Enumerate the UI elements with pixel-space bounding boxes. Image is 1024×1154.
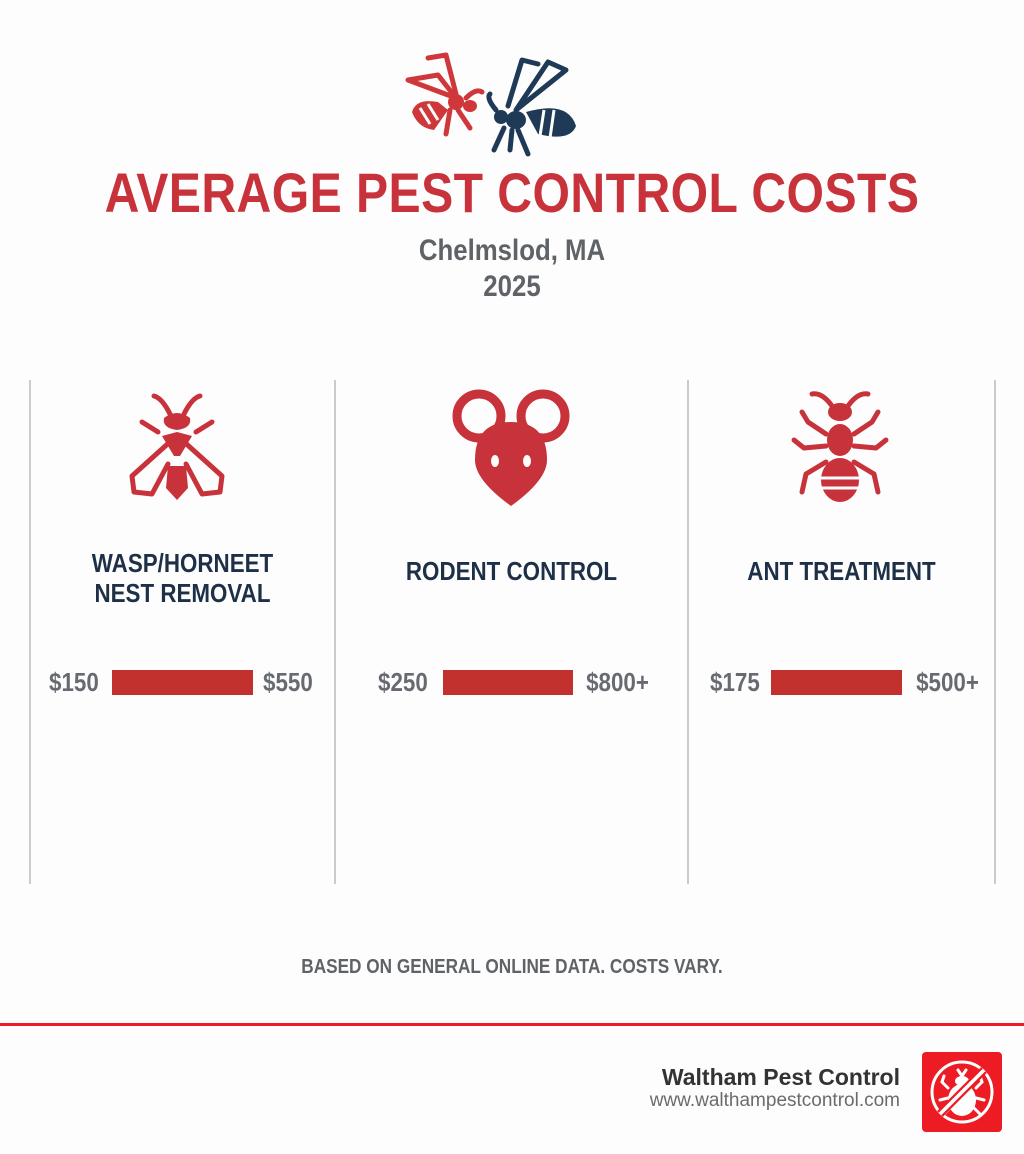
no-bug-icon: [930, 1060, 994, 1124]
price-range: $250 $800+: [336, 668, 687, 696]
max-price: $550: [263, 667, 313, 697]
column-divider: [334, 380, 336, 884]
service-label: RODENT CONTROL: [405, 556, 618, 586]
max-price: $500+: [916, 667, 979, 697]
min-price: $150: [49, 667, 99, 697]
wasp-icon: [129, 393, 225, 500]
range-bar: [771, 670, 902, 695]
cost-card-wasp: WASP/HORNEET NEST REMOVAL $150 $550: [31, 380, 334, 884]
brand-logo: [922, 1052, 1002, 1132]
column-divider: [994, 380, 996, 884]
price-range: $175 $500+: [689, 668, 994, 696]
page-title: AVERAGE PEST CONTROL COSTS: [104, 161, 920, 224]
cost-card-rodent: RODENT CONTROL $250 $800+: [336, 380, 687, 884]
min-price: $250: [378, 667, 428, 697]
year-subtitle: 2025: [483, 270, 541, 303]
disclaimer-note: BASED ON GENERAL ONLINE DATA. COSTS VARY…: [301, 956, 723, 978]
max-price: $800+: [586, 667, 649, 697]
hero-icons: [398, 50, 588, 160]
service-label: WASP/HORNEET: [91, 548, 274, 578]
range-bar: [112, 670, 253, 695]
min-price: $175: [710, 667, 760, 697]
ant-icon: [791, 391, 889, 502]
service-label: ANT TREATMENT: [747, 556, 936, 586]
footer-rule: [0, 1023, 1024, 1026]
column-divider: [687, 380, 689, 884]
service-label: NEST REMOVAL: [94, 578, 271, 608]
brand-name: Waltham Pest Control: [661, 1064, 900, 1090]
column-divider: [29, 380, 31, 884]
location-subtitle: Chelmslod, MA: [418, 234, 606, 267]
price-range: $150 $550: [31, 668, 334, 696]
brand-url[interactable]: www.walthampestcontrol.com: [649, 1090, 900, 1111]
range-bar: [443, 670, 573, 695]
cost-card-ant: ANT TREATMENT $175 $500+: [689, 380, 994, 884]
wasp-pair-icon: [405, 52, 576, 157]
mouse-icon: [452, 389, 570, 506]
